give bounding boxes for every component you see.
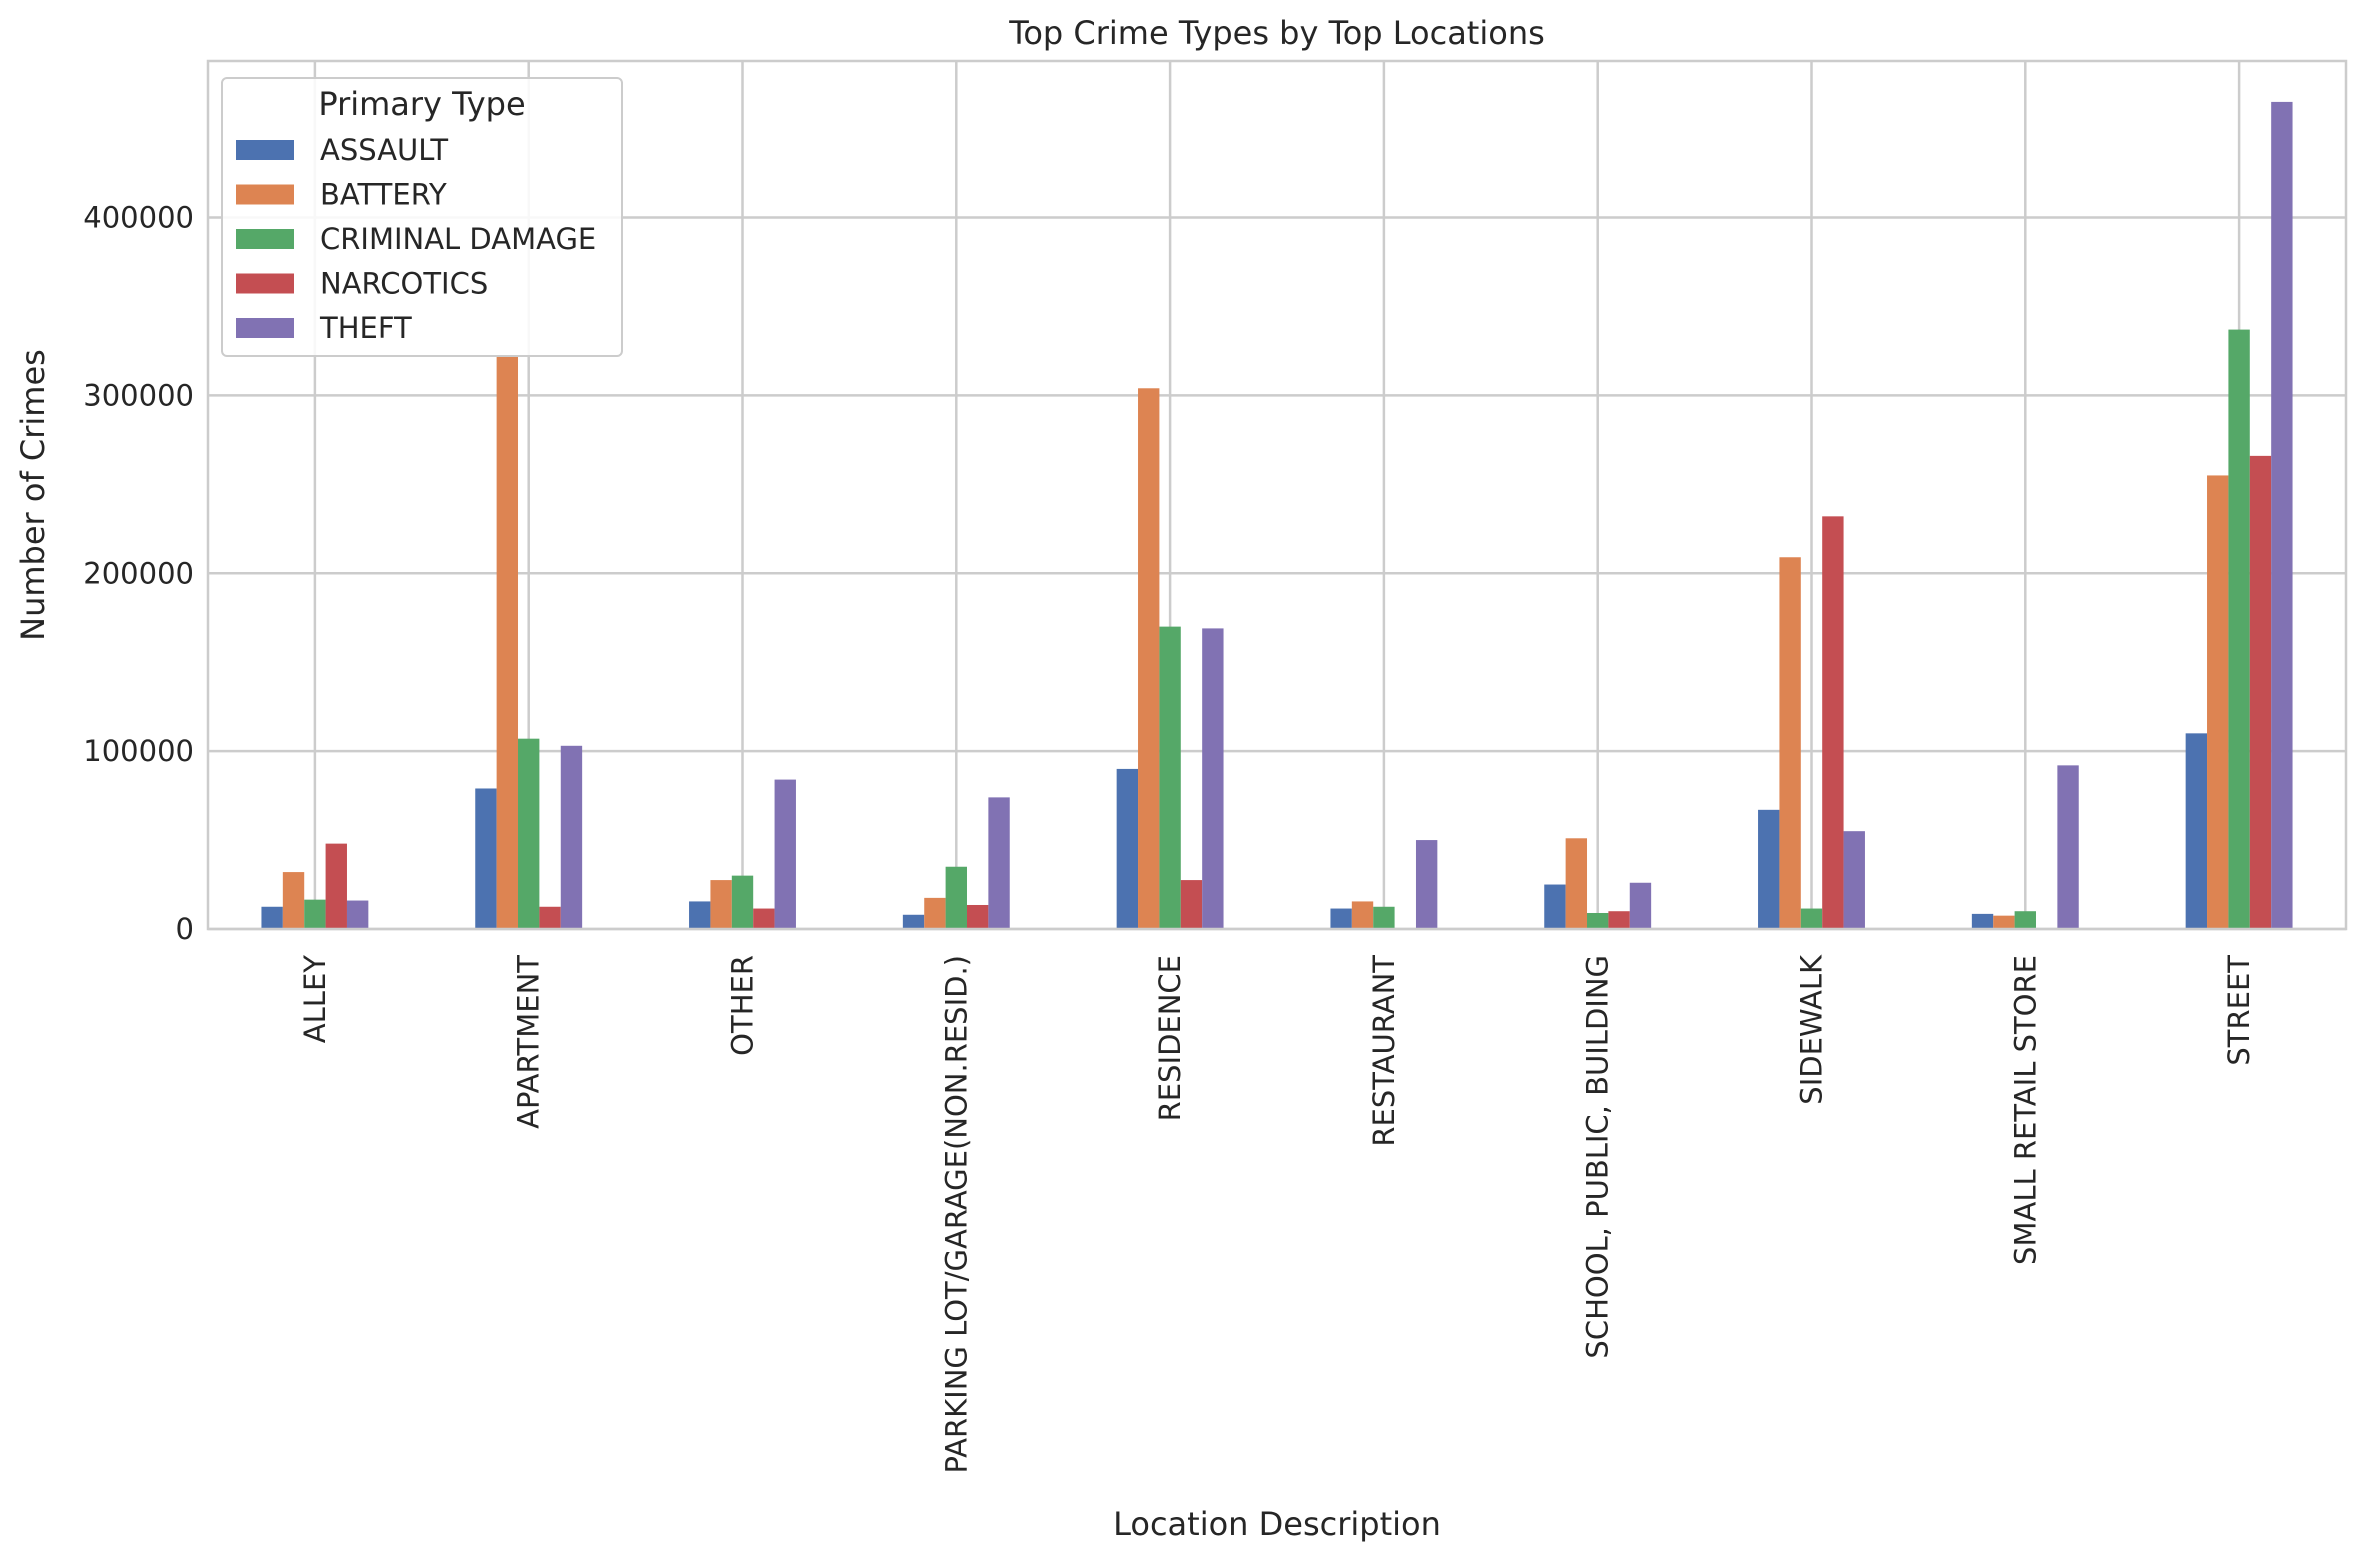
legend-swatch xyxy=(236,140,294,160)
x-tick-label: APARTMENT xyxy=(512,955,546,1129)
bar xyxy=(1159,626,1181,929)
x-tick-label: SIDEWALK xyxy=(1795,954,1829,1105)
x-tick-label: ALLEY xyxy=(298,955,332,1043)
bar xyxy=(261,906,283,929)
bar xyxy=(924,897,946,929)
bar xyxy=(1843,831,1865,929)
bar xyxy=(1180,880,1203,929)
x-tick-label: SCHOOL, PUBLIC, BUILDING xyxy=(1581,955,1615,1359)
bar xyxy=(2271,101,2293,929)
x-tick-label: OTHER xyxy=(726,955,760,1056)
bar xyxy=(1822,516,1844,929)
bar xyxy=(966,904,989,929)
legend-label: BATTERY xyxy=(320,178,447,212)
legend-label: CRIMINAL DAMAGE xyxy=(320,222,596,256)
legend: Primary Type ASSAULT BATTERY CRIMINAL DAMA… xyxy=(221,77,623,357)
bar xyxy=(945,866,967,929)
bar xyxy=(475,788,497,929)
bar xyxy=(2014,911,2036,929)
bar xyxy=(304,899,326,929)
bar xyxy=(1993,915,2015,929)
plot-frame xyxy=(206,59,2348,931)
bars xyxy=(261,101,2293,929)
y-tick-labels: 0 100000 200000 300000 400000 xyxy=(83,201,194,946)
legend-swatch xyxy=(236,318,294,338)
legend-label: NARCOTICS xyxy=(320,267,488,301)
bar xyxy=(1800,908,1823,929)
bar xyxy=(1629,882,1652,929)
bar xyxy=(2207,475,2229,929)
bar xyxy=(346,900,369,929)
bar xyxy=(496,356,519,929)
bar xyxy=(518,738,540,929)
bar xyxy=(1758,809,1780,929)
x-axis-title: Location Description xyxy=(1113,1505,1441,1543)
bar xyxy=(1330,908,1352,929)
y-tick-label: 0 xyxy=(176,912,194,946)
bar xyxy=(1415,840,1438,929)
bar xyxy=(902,914,925,929)
x-tick-label: STREET xyxy=(2222,955,2256,1066)
legend-swatch xyxy=(236,229,294,249)
bar xyxy=(1202,628,1224,929)
bar xyxy=(2249,455,2272,929)
chart-title: Top Crime Types by Top Locations xyxy=(1008,14,1545,52)
x-tick-label: SMALL RETAIL STORE xyxy=(2008,955,2042,1265)
bar xyxy=(753,908,775,929)
legend-items: ASSAULT BATTERY CRIMINAL DAMAGE NARCOTICS TH… xyxy=(236,133,596,345)
bar xyxy=(1565,838,1588,929)
bar xyxy=(1971,913,1994,929)
bar xyxy=(731,875,754,929)
bar xyxy=(710,880,732,929)
bar xyxy=(2228,329,2250,929)
bar xyxy=(988,797,1010,929)
x-tick-label: PARKING LOT/GARAGE(NON.RESID.) xyxy=(939,955,973,1473)
y-tick-label: 100000 xyxy=(83,734,194,768)
y-axis-title: Number of Crimes xyxy=(14,349,52,641)
bar xyxy=(1608,911,1630,929)
bar xyxy=(325,843,347,929)
bar xyxy=(1351,901,1374,929)
bar xyxy=(1587,912,1609,929)
legend-swatch xyxy=(236,184,294,205)
bar xyxy=(1373,906,1395,929)
bar xyxy=(1779,557,1801,929)
x-tick-label: RESTAURANT xyxy=(1367,955,1401,1147)
bar xyxy=(282,872,305,929)
bar xyxy=(1544,884,1566,929)
y-tick-label: 300000 xyxy=(83,378,194,412)
bar xyxy=(689,901,711,929)
bar xyxy=(1116,768,1139,929)
legend-box xyxy=(221,77,623,357)
legend-label: THEFT xyxy=(319,311,412,345)
bar xyxy=(774,779,796,929)
y-tick-label: 200000 xyxy=(83,556,194,590)
legend-swatch xyxy=(236,273,294,294)
y-tick-label: 400000 xyxy=(83,201,194,235)
bar xyxy=(560,745,583,929)
x-tick-label: RESIDENCE xyxy=(1153,955,1187,1121)
x-tick-labels: ALLEY APARTMENT OTHER PARKING LOT/GARAGE(NO… xyxy=(298,954,2256,1473)
bar xyxy=(2185,733,2208,929)
legend-label: ASSAULT xyxy=(320,133,448,167)
bar xyxy=(2057,765,2079,929)
legend-title: Primary Type xyxy=(318,85,525,123)
bar xyxy=(1138,388,1160,929)
bar xyxy=(539,906,561,929)
